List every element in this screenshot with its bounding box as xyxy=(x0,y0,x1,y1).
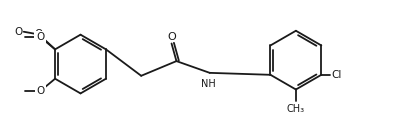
Text: Cl: Cl xyxy=(331,70,341,80)
Text: O: O xyxy=(34,29,43,39)
Text: O: O xyxy=(167,32,176,42)
Text: CH₃: CH₃ xyxy=(287,104,305,114)
Text: O: O xyxy=(15,27,23,37)
Text: O: O xyxy=(36,86,44,96)
Text: O: O xyxy=(36,32,44,42)
Text: NH: NH xyxy=(202,79,216,89)
